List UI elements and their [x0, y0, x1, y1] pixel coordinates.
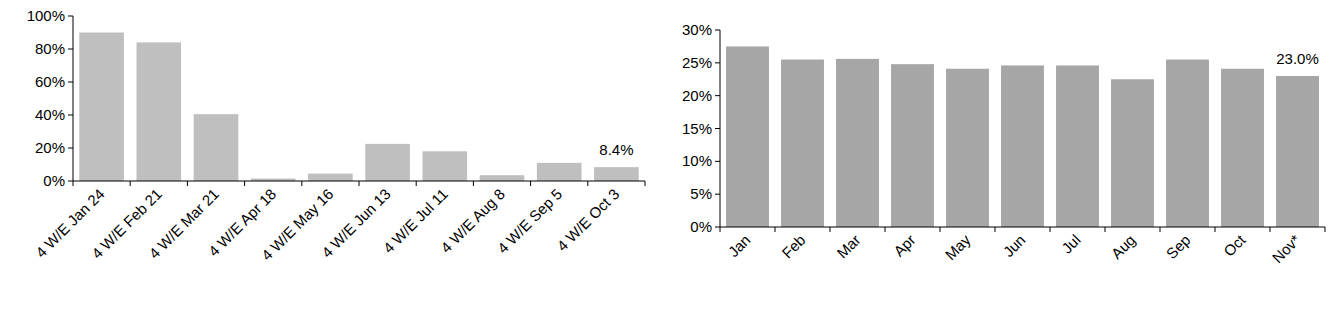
- x-tick: [1270, 227, 1271, 232]
- data-label: 8.4%: [599, 141, 633, 158]
- y-tick-label: 0%: [43, 172, 65, 189]
- x-tick: [301, 181, 302, 186]
- x-tick: [359, 181, 360, 186]
- y-tick-label: 60%: [35, 73, 65, 90]
- x-tick: [1050, 227, 1051, 232]
- y-tick-label: 80%: [35, 40, 65, 57]
- x-tick-label: Nov*: [1269, 231, 1304, 266]
- bar: [136, 42, 181, 181]
- x-tick: [1105, 227, 1106, 232]
- bar: [891, 64, 934, 227]
- y-tick-label: 10%: [682, 152, 712, 169]
- bar: [836, 59, 879, 227]
- x-tick: [416, 181, 417, 186]
- x-tick: [130, 181, 131, 186]
- bar: [1276, 76, 1319, 227]
- x-tick-label: Sep: [1163, 231, 1194, 262]
- y-tick: [68, 49, 73, 50]
- x-tick: [830, 227, 831, 232]
- bar: [1221, 69, 1264, 227]
- y-tick: [68, 115, 73, 116]
- bars: [79, 33, 638, 182]
- x-tick: [530, 181, 531, 186]
- y-tick: [715, 30, 720, 31]
- y-tick: [715, 194, 720, 195]
- x-tick: [473, 181, 474, 186]
- x-tick: [885, 227, 886, 232]
- y-tick: [715, 62, 720, 63]
- y-axis: [73, 16, 74, 181]
- x-tick-label: Feb: [778, 231, 808, 261]
- x-tick: [995, 227, 996, 232]
- bar: [1056, 65, 1099, 227]
- bars: [726, 46, 1319, 227]
- bar: [79, 33, 124, 182]
- x-axis: [720, 227, 1325, 228]
- y-tick: [715, 95, 720, 96]
- x-tick: [775, 227, 776, 232]
- x-tick: [1325, 227, 1326, 232]
- y-tick-label: 0%: [690, 218, 712, 235]
- x-tick: [1215, 227, 1216, 232]
- chart: 0% 5% 10% 15% 20% 25% 30% 23.0% Jan Feb Mar Apr May J…: [682, 21, 1325, 266]
- x-tick: [187, 181, 188, 186]
- x-tick: [645, 181, 646, 186]
- x-tick-label: 4 W/E Sep 5: [494, 185, 566, 257]
- chart: 0%20%40%60%80%100%8.4%4 W/E Jan 244 W/E …: [27, 7, 645, 264]
- y-axis: [720, 30, 721, 227]
- y-tick: [715, 161, 720, 162]
- bar: [365, 144, 410, 181]
- x-tick-label: Aug: [1108, 231, 1139, 262]
- bar: [537, 163, 582, 181]
- y-tick: [715, 128, 720, 129]
- y-tick-label: 5%: [690, 185, 712, 202]
- bar: [781, 60, 824, 227]
- x-tick-label: Oct: [1220, 231, 1249, 260]
- x-tick-label: Jan: [724, 231, 753, 260]
- y-tick: [68, 16, 73, 17]
- figure: 0%20%40%60%80%100%8.4%4 W/E Jan 244 W/E …: [0, 0, 1335, 313]
- x-tick-label: Jun: [999, 231, 1028, 260]
- x-tick: [1160, 227, 1161, 232]
- bar: [480, 175, 525, 181]
- bar: [422, 151, 467, 181]
- x-tick-label: 4 W/E Oct 3: [553, 185, 622, 254]
- bar: [308, 174, 353, 181]
- x-tick: [73, 181, 74, 186]
- bar: [1166, 60, 1209, 227]
- y-tick-label: 20%: [682, 87, 712, 104]
- y-tick: [68, 148, 73, 149]
- y-tick-label: 25%: [682, 54, 712, 71]
- x-tick-label: Jul: [1058, 231, 1084, 257]
- y-tick-label: 15%: [682, 120, 712, 137]
- bar: [726, 46, 769, 227]
- x-tick: [940, 227, 941, 232]
- x-tick-label: 4 W/E Jun 13: [318, 185, 394, 261]
- x-tick: [587, 181, 588, 186]
- bar: [946, 69, 989, 227]
- x-tick-label: May: [942, 231, 974, 263]
- data-label: 23.0%: [1276, 50, 1319, 67]
- y-tick-label: 30%: [682, 21, 712, 38]
- y-tick-label: 100%: [27, 7, 65, 24]
- x-tick-label: Mar: [833, 231, 863, 261]
- bar: [194, 114, 239, 181]
- y-tick-label: 40%: [35, 106, 65, 123]
- bar: [1001, 65, 1044, 227]
- y-tick: [715, 227, 720, 228]
- x-tick-label: Apr: [890, 231, 919, 260]
- bar: [1111, 79, 1154, 227]
- y-tick-label: 20%: [35, 139, 65, 156]
- y-tick: [68, 181, 73, 182]
- x-tick: [244, 181, 245, 186]
- x-tick: [720, 227, 721, 232]
- bar: [594, 167, 639, 181]
- y-tick: [68, 82, 73, 83]
